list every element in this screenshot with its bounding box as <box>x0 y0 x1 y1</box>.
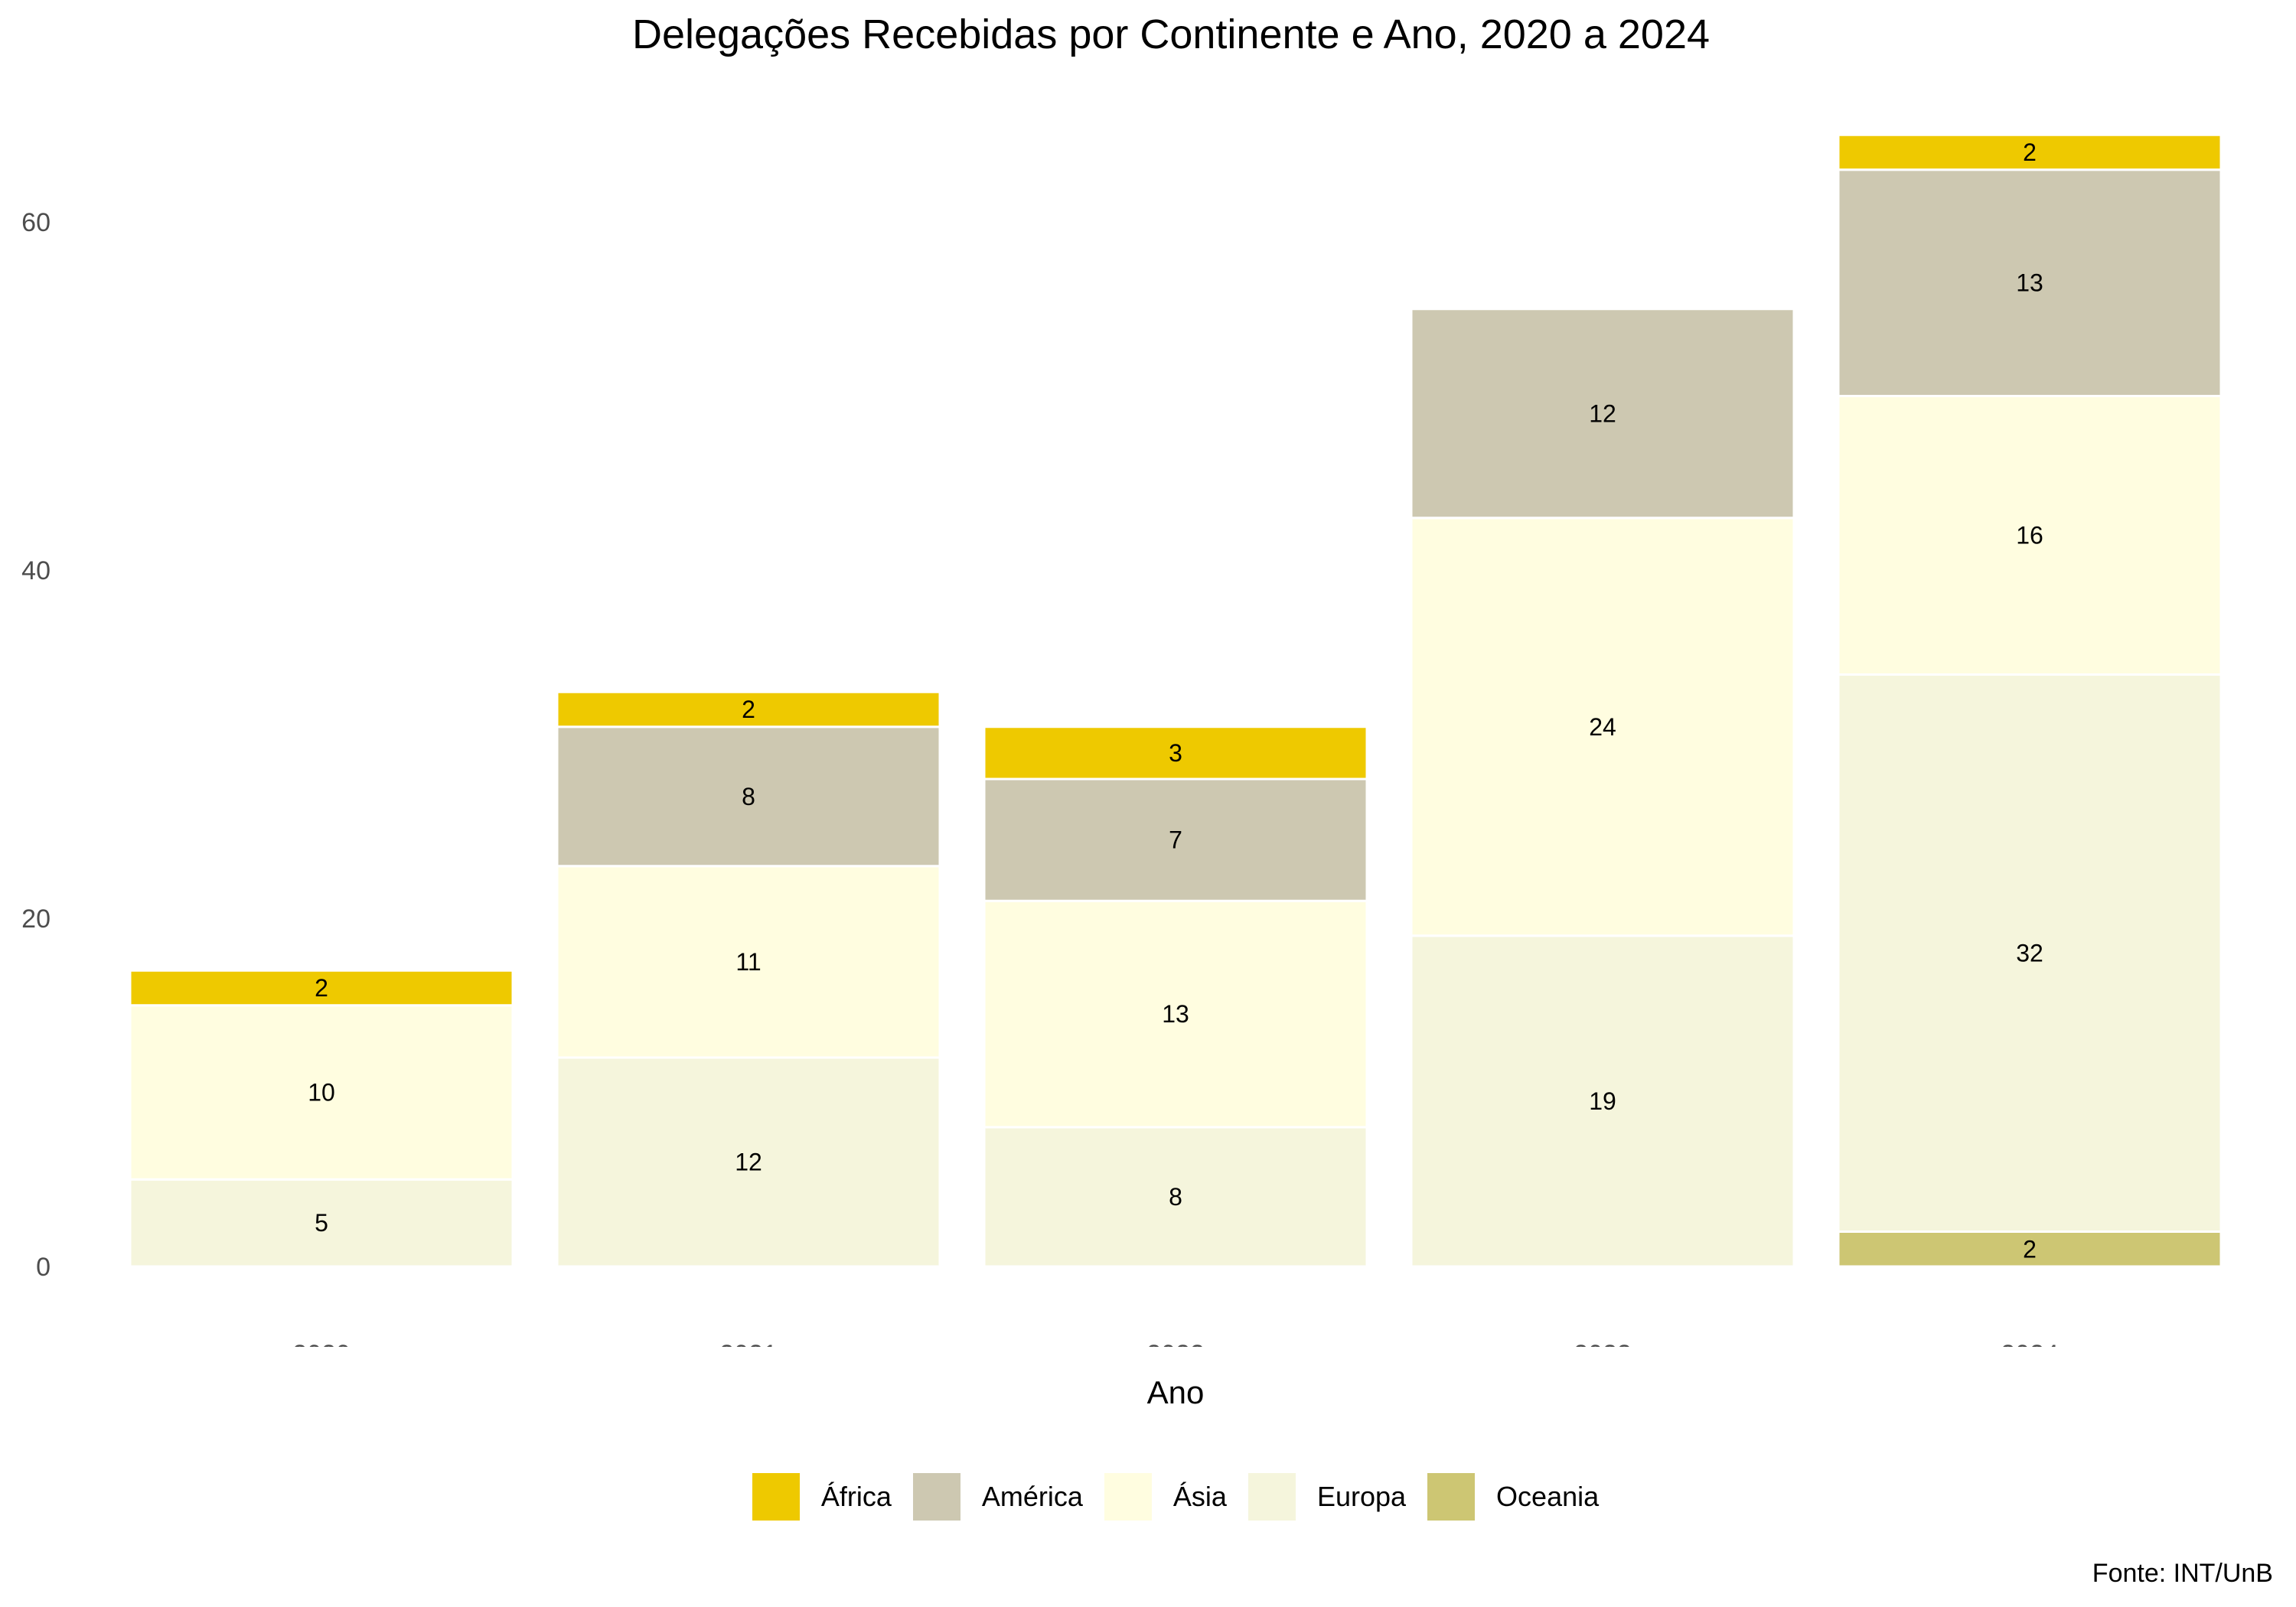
y-axis-ticks: 0 20 40 60 <box>21 208 51 1282</box>
bar-segment <box>556 690 941 729</box>
x-axis-title: Ano <box>1146 1374 1205 1410</box>
bar-value-label: 2 <box>2023 139 2037 166</box>
legend-item: África <box>752 1473 892 1521</box>
legend-swatch <box>1247 1473 1296 1521</box>
bar-value-label: 16 <box>2016 522 2043 549</box>
x-axis-ticks: 2020 2021 2022 2023 2024 <box>292 1340 2059 1347</box>
legend-label: América <box>981 1481 1083 1512</box>
chart-plot: 0 20 40 60 5 10 2 12 11 8 2 8 13 7 3 19 24 12 2 32 16 13 2 20… <box>21 133 2223 1347</box>
legend-item: Oceania <box>1427 1473 1599 1521</box>
bar-value-label: 13 <box>1162 1000 1189 1028</box>
bar-segment <box>556 725 941 868</box>
y-tick-label: 20 <box>21 905 51 934</box>
bar-segment <box>1837 133 2223 171</box>
legend-item: América <box>912 1473 1083 1521</box>
bar-segment <box>1837 673 2223 1233</box>
bar-value-label: 8 <box>1169 1183 1182 1211</box>
bar-segment <box>556 1056 941 1268</box>
y-tick-label: 0 <box>36 1253 51 1282</box>
x-tick-label: 2022 <box>1146 1340 1205 1347</box>
bar-segment <box>1837 1231 2223 1268</box>
bar-value-label: 8 <box>742 783 755 810</box>
y-tick-label: 40 <box>21 556 51 585</box>
bar-segment <box>1410 308 1795 520</box>
legend-swatch <box>912 1473 960 1521</box>
bar-value-label: 13 <box>2016 269 2043 297</box>
bar-value-label: 10 <box>308 1079 335 1107</box>
legend-item: Ásia <box>1104 1473 1227 1521</box>
bar-stack-2023: 19 24 12 <box>1410 308 1795 1268</box>
legend-item: Europa <box>1247 1473 1407 1521</box>
bar-value-label: 2 <box>742 696 755 723</box>
bar-value-label: 12 <box>1589 399 1616 427</box>
bar-value-label: 3 <box>1169 739 1182 767</box>
bar-value-label: 12 <box>735 1149 762 1176</box>
bar-value-label: 19 <box>1589 1087 1616 1115</box>
bar-segment <box>983 725 1368 781</box>
bar-value-label: 11 <box>735 948 761 976</box>
x-tick-label: 2021 <box>719 1340 778 1347</box>
legend-swatch <box>1104 1473 1152 1521</box>
bar-segment <box>129 1178 514 1268</box>
legend-label: Ásia <box>1172 1481 1227 1512</box>
legend: África América Ásia Europa Oceania <box>0 1473 2296 1521</box>
bar-value-label: 2 <box>315 974 328 1002</box>
source-caption: Fonte: INT/UnB <box>2092 1559 2273 1588</box>
bar-segment <box>1410 517 1795 937</box>
bar-stacks: 5 10 2 12 11 8 2 8 13 7 3 19 24 12 2 32 16 13 2 <box>129 133 2223 1268</box>
legend-swatch <box>752 1473 800 1521</box>
bar-value-label: 2 <box>2023 1235 2037 1263</box>
bar-value-label: 24 <box>1589 713 1616 741</box>
bar-segment <box>1837 395 2223 676</box>
bar-segment <box>1837 168 2223 397</box>
legend-label: Europa <box>1316 1481 1407 1512</box>
legend-swatch <box>1427 1473 1476 1521</box>
bar-value-label: 7 <box>1169 826 1182 854</box>
y-tick-label: 60 <box>21 208 51 237</box>
x-tick-label: 2023 <box>1574 1340 1632 1347</box>
legend-label: Oceania <box>1496 1481 1600 1512</box>
x-tick-label: 2020 <box>292 1340 351 1347</box>
bar-segment <box>1410 934 1795 1268</box>
bar-value-label: 5 <box>315 1209 328 1237</box>
bar-stack-2024: 2 32 16 13 2 <box>1837 133 2223 1268</box>
bar-stack-2022: 8 13 7 3 <box>983 725 1368 1268</box>
bar-segment <box>983 1126 1368 1268</box>
x-tick-label: 2024 <box>2001 1340 2059 1347</box>
bar-segment <box>983 899 1368 1129</box>
bar-stack-2020: 5 10 2 <box>129 969 514 1268</box>
chart-title: Delegações Recebidas por Continente e An… <box>631 11 1711 57</box>
bar-stack-2021: 12 11 8 2 <box>556 690 941 1268</box>
legend-label: África <box>820 1481 892 1512</box>
bar-segment <box>556 865 941 1059</box>
bar-segment <box>129 969 514 1007</box>
bar-value-label: 32 <box>2016 940 2043 967</box>
